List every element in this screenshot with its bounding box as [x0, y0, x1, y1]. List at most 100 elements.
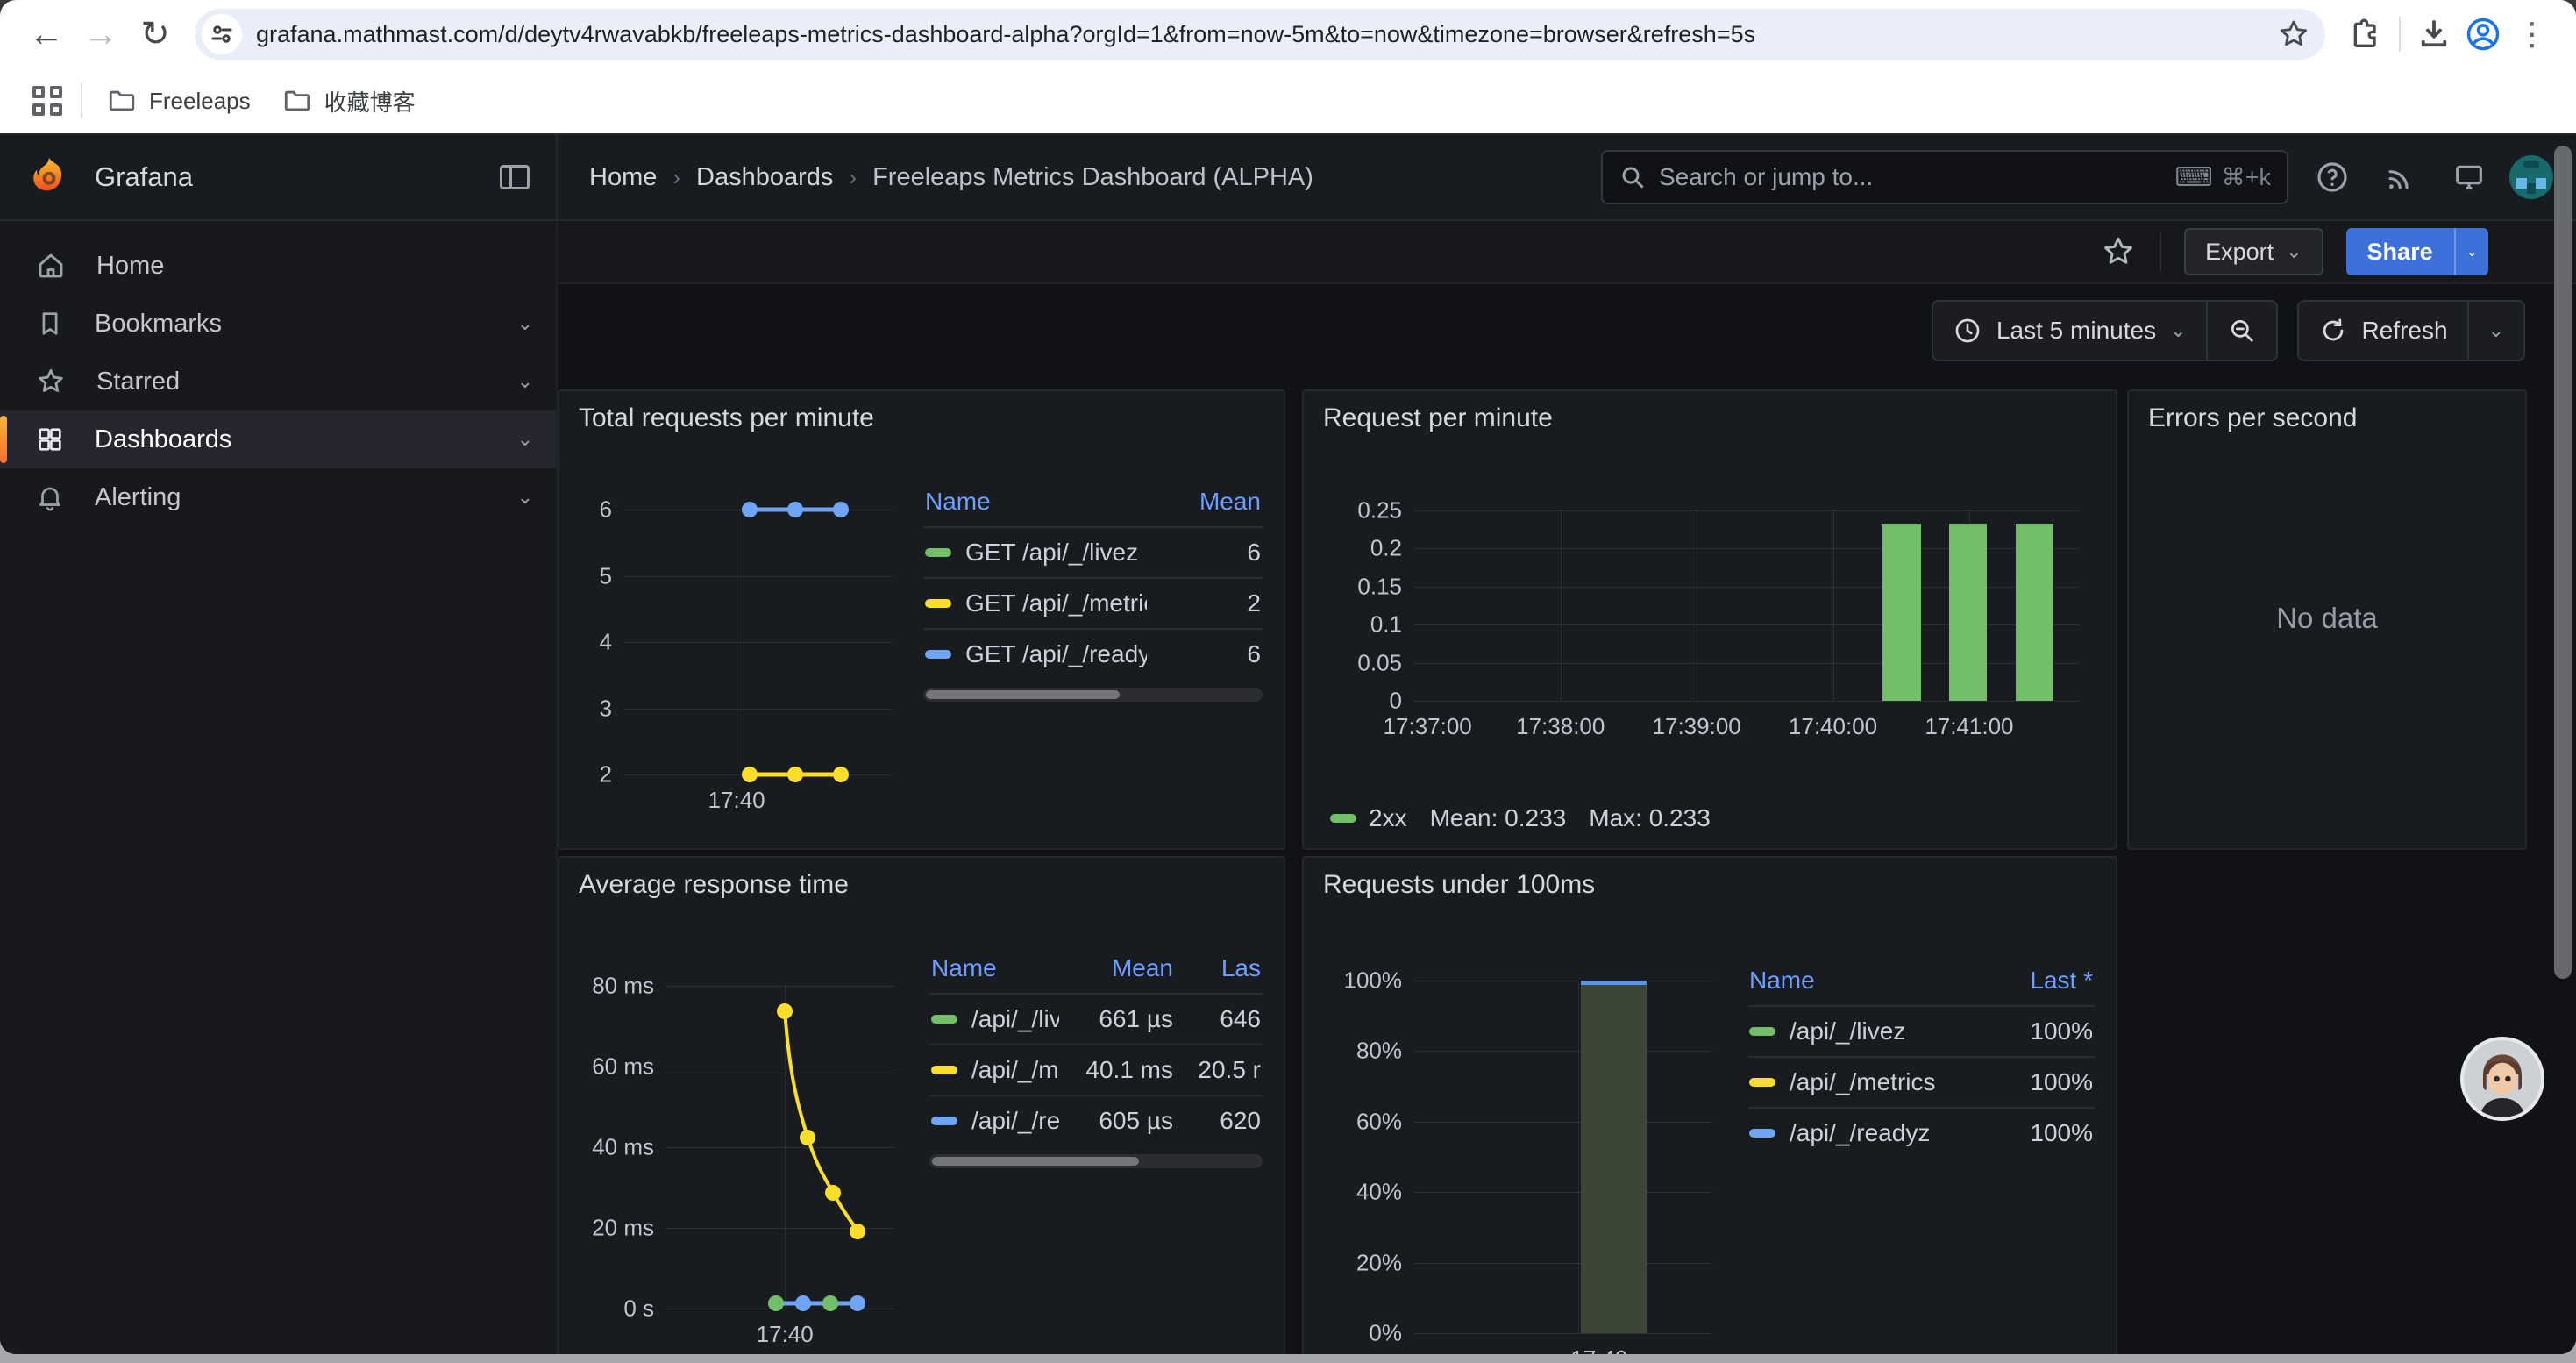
breadcrumb-separator: ›	[849, 164, 857, 191]
browser-menu-icon[interactable]: ⋮	[2508, 10, 2557, 59]
share-dropdown-icon[interactable]: ⌄	[2454, 228, 2488, 275]
legend-row[interactable]: GET /api/_/readyz 6	[923, 628, 1263, 679]
sidebar-item-label: Dashboards	[95, 425, 231, 454]
legend-table: Name Last * /api/_/livez 100% /api/_/met…	[1725, 910, 2100, 1354]
sidebar-toggle-icon[interactable]	[500, 165, 530, 189]
breadcrumb-dashboards[interactable]: Dashboards	[696, 163, 833, 192]
export-button[interactable]: Export⌄	[2184, 228, 2323, 275]
monitor-icon[interactable]	[2441, 149, 2497, 205]
legend-row[interactable]: /api/_/livez 100%	[1747, 1005, 2095, 1056]
legend-inline[interactable]: 2xx Mean: 0.233 Max: 0.233	[1330, 804, 1711, 832]
sidebar-item-label: Alerting	[95, 483, 181, 512]
url-text[interactable]: grafana.mathmast.com/d/deytv4rwavabkb/fr…	[256, 21, 2276, 48]
series-color-green	[1749, 1027, 1775, 1036]
site-settings-icon[interactable]	[202, 14, 242, 54]
legend-row[interactable]: /api/_/metrics 100%	[1747, 1056, 2095, 1107]
legend-row[interactable]: /api/_/livez 661 µs 646	[929, 993, 1263, 1044]
assistant-avatar[interactable]	[2460, 1037, 2544, 1121]
sidebar-item-bookmarks[interactable]: Bookmarks ⌄	[0, 295, 556, 353]
panel-total-requests[interactable]: Total requests per minute 6 5 4 3 2	[558, 389, 1285, 850]
legend-col-mean[interactable]: Mean	[1147, 488, 1261, 516]
help-icon[interactable]	[2304, 149, 2360, 205]
time-range-picker[interactable]: Last 5 minutes ⌄	[1933, 302, 2206, 360]
bar-2xx	[1882, 524, 1920, 701]
y-tick: 5	[600, 562, 612, 589]
y-tick: 2	[600, 761, 612, 789]
dashboard-canvas: Last 5 minutes ⌄	[558, 284, 2576, 1354]
bookmark-icon	[35, 309, 65, 339]
panel-errors-per-second[interactable]: Errors per second No data	[2127, 389, 2527, 850]
x-tick: 17:40	[1570, 1345, 1627, 1354]
panel-title[interactable]: Errors per second	[2129, 391, 2525, 439]
browser-toolbar: ← → ↻ grafana.mathmast.com/d/deytv4rwava…	[0, 0, 2576, 68]
user-avatar[interactable]	[2509, 155, 2553, 199]
panel-title[interactable]: Average response time	[559, 858, 1284, 905]
extensions-icon[interactable]	[2341, 10, 2390, 59]
avg-response-chart: 80 ms 60 ms 40 ms 20 ms 0 s 17:40	[666, 986, 894, 1309]
series-color-blue	[925, 650, 951, 659]
back-icon[interactable]: ←	[19, 7, 74, 61]
legend-row[interactable]: /api/_/readyz 100%	[1747, 1107, 2095, 1158]
breadcrumb-home[interactable]: Home	[589, 163, 657, 192]
legend-col-mean[interactable]: Mean	[1059, 954, 1173, 982]
legend-scrollbar[interactable]	[923, 688, 1263, 702]
legend-col-last[interactable]: Last *	[1979, 967, 2093, 995]
legend-col-name[interactable]: Name	[931, 954, 1059, 982]
refresh-interval-dropdown[interactable]: ⌄	[2469, 302, 2523, 360]
chevron-down-icon[interactable]: ⌄	[517, 486, 533, 509]
y-tick: 0%	[1369, 1320, 1402, 1347]
legend-row[interactable]: GET /api/_/metrics 2	[923, 577, 1263, 628]
apps-grid-icon[interactable]	[23, 76, 72, 125]
sidebar-nav: Home Bookmarks ⌄ Starred ⌄	[0, 221, 558, 1354]
y-tick: 3	[600, 695, 612, 722]
dashboard-actions-bar: Export⌄ Share ⌄	[558, 221, 2576, 284]
profile-icon[interactable]	[2459, 10, 2508, 59]
sidebar-item-alerting[interactable]: Alerting ⌄	[0, 468, 556, 526]
y-tick: 60%	[1356, 1108, 1402, 1135]
rss-icon[interactable]	[2373, 149, 2429, 205]
forward-icon[interactable]: →	[74, 7, 128, 61]
legend-col-name[interactable]: Name	[1749, 967, 1979, 995]
legend-header: Name Mean Las	[929, 951, 1263, 993]
grafana-top-nav: Grafana Home › Dashboards › Freeleaps Me…	[0, 135, 2576, 221]
series-color-blue	[1749, 1129, 1775, 1138]
x-tick: 17:40	[708, 787, 765, 814]
legend-row[interactable]: GET /api/_/livez 6	[923, 526, 1263, 577]
reload-icon[interactable]: ↻	[128, 7, 182, 61]
bookmark-folder-freeleaps[interactable]: Freeleaps	[91, 77, 267, 125]
chevron-down-icon[interactable]: ⌄	[517, 312, 533, 335]
sidebar-item-dashboards[interactable]: Dashboards ⌄	[0, 410, 556, 468]
address-bar[interactable]: grafana.mathmast.com/d/deytv4rwavabkb/fr…	[195, 9, 2325, 60]
panel-title[interactable]: Total requests per minute	[559, 391, 1284, 439]
downloads-icon[interactable]	[2409, 10, 2459, 59]
bookmark-star-icon[interactable]	[2276, 17, 2311, 52]
refresh-button[interactable]: Refresh	[2299, 302, 2467, 360]
share-button[interactable]: Share	[2346, 228, 2454, 275]
legend-row[interactable]: /api/_/readyz 605 µs 620	[929, 1095, 1263, 1145]
chevron-down-icon[interactable]: ⌄	[517, 428, 533, 451]
actions-divider	[2160, 232, 2161, 271]
grafana-logo	[26, 154, 72, 200]
legend-row[interactable]: /api/_/metrics 40.1 ms 20.5 r	[929, 1044, 1263, 1095]
sidebar-item-home[interactable]: Home	[0, 237, 556, 295]
panel-request-per-minute[interactable]: Request per minute 0.25 0.2 0.15 0.1 0.0…	[1302, 389, 2117, 850]
bookmark-folder-blogs[interactable]: 收藏博客	[267, 76, 431, 126]
favorite-star-icon[interactable]	[2100, 233, 2137, 270]
sidebar-item-starred[interactable]: Starred ⌄	[0, 353, 556, 410]
series-color-green	[1330, 814, 1356, 823]
panel-average-response-time[interactable]: Average response time 80 ms 60 ms 40 ms …	[558, 856, 1285, 1354]
legend-col-last[interactable]: Las	[1173, 954, 1261, 982]
page-scrollbar[interactable]	[2554, 146, 2572, 979]
panel-grid: Total requests per minute 6 5 4 3 2	[558, 389, 2576, 1354]
zoom-out-button[interactable]	[2208, 302, 2276, 360]
search-input[interactable]: Search or jump to... ⌨ ⌘+k	[1601, 150, 2288, 204]
panel-title[interactable]: Request per minute	[1304, 391, 2116, 439]
chevron-down-icon[interactable]: ⌄	[517, 370, 533, 393]
panel-title[interactable]: Requests under 100ms	[1304, 858, 2116, 905]
y-tick: 0.25	[1357, 497, 1402, 525]
dashboards-grid-icon	[35, 425, 65, 454]
legend-col-name[interactable]: Name	[925, 488, 1147, 516]
y-tick: 0.2	[1370, 535, 1402, 562]
legend-scrollbar[interactable]	[929, 1154, 1263, 1168]
panel-requests-under-100ms[interactable]: Requests under 100ms 100% 80% 60% 40% 20…	[1302, 856, 2117, 1354]
